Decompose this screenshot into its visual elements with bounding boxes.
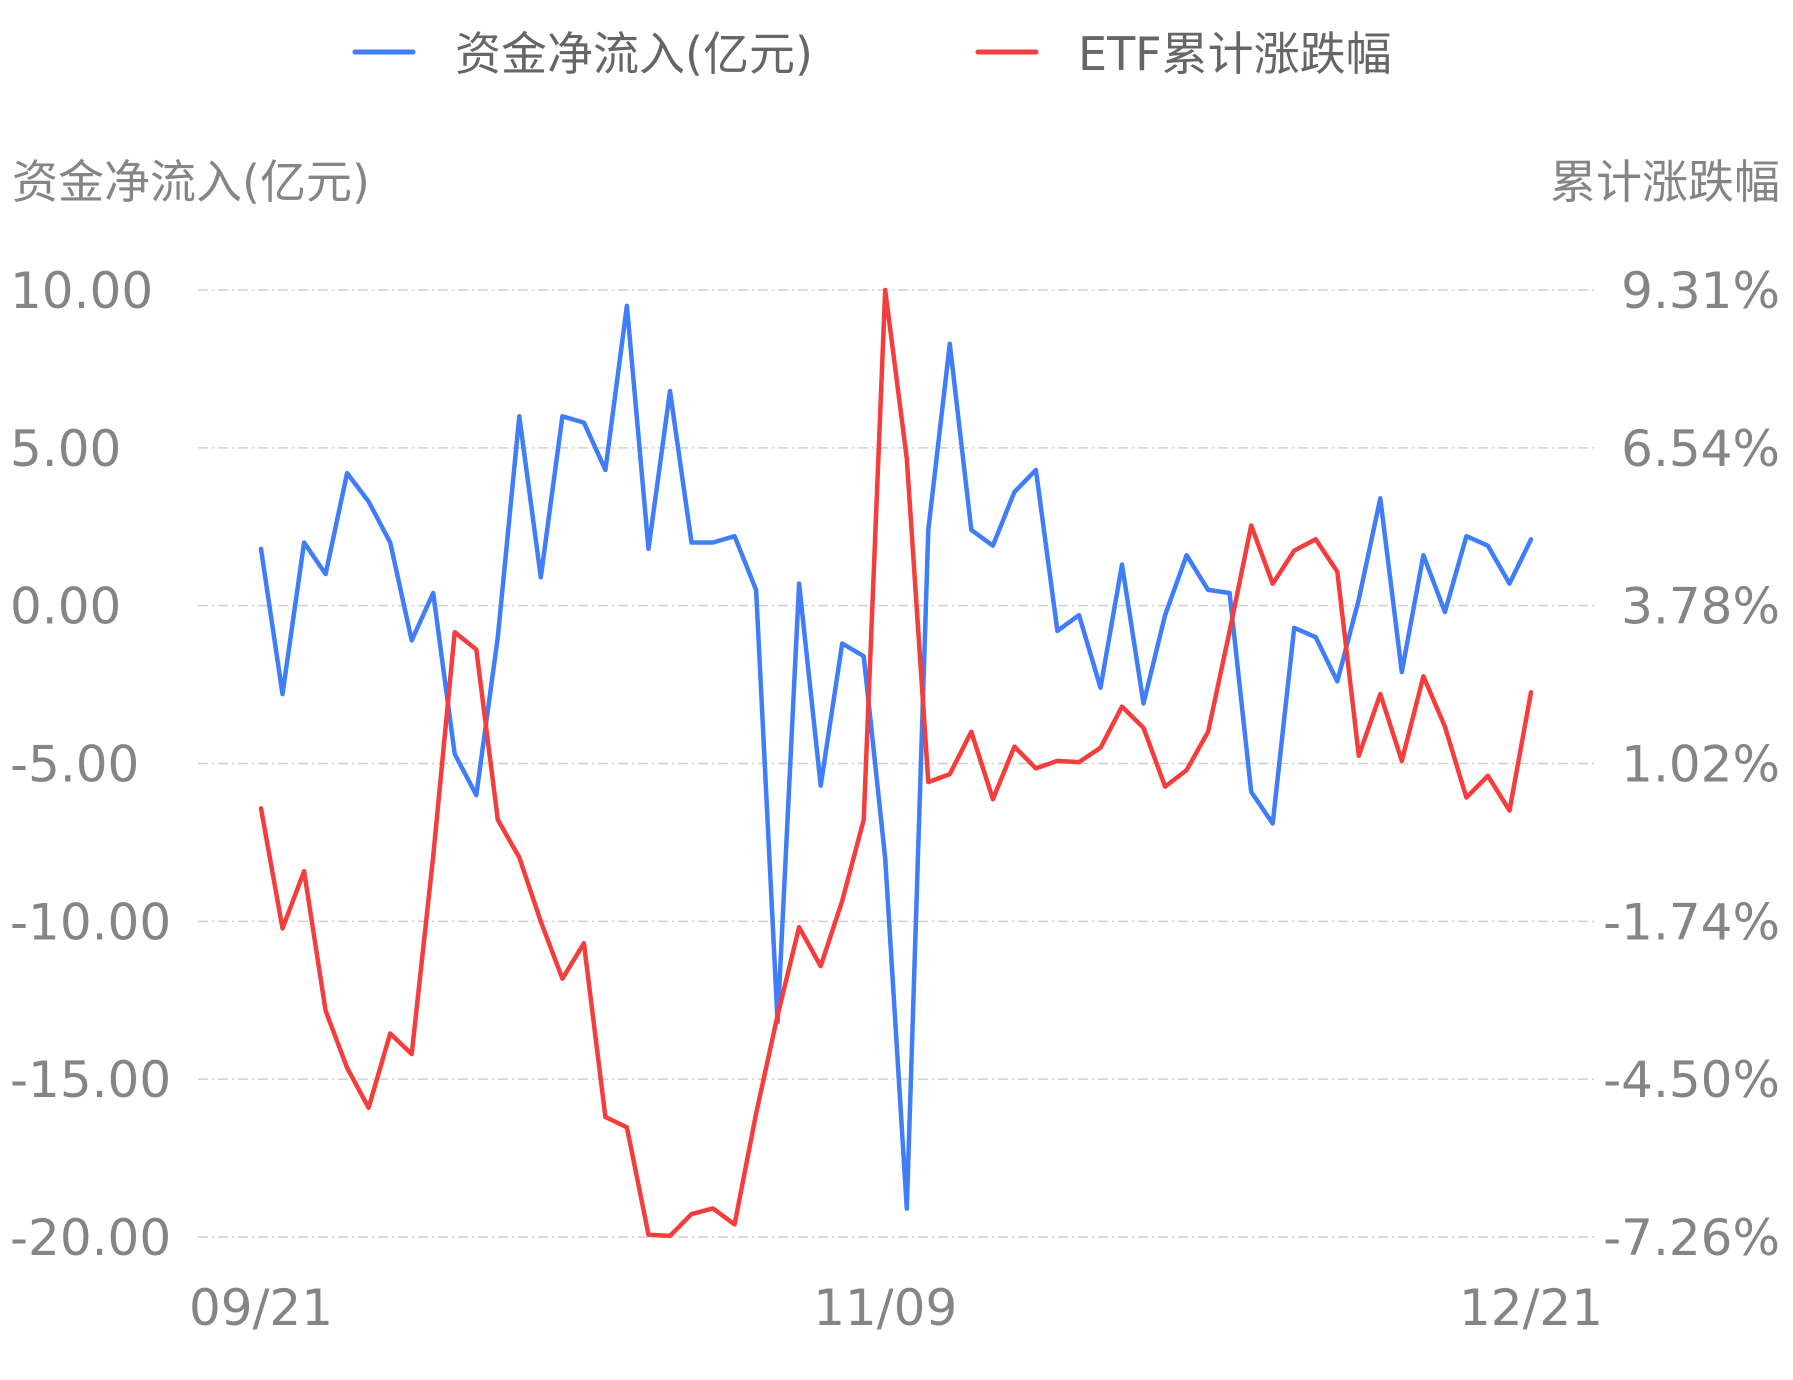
y-left-tick-label: -5.00 [10,736,139,794]
y-left-tick-labels: 10.00 5.00 0.00 -5.00 -10.00 -15.00 -20.00 [10,262,171,1267]
y-left-tick-label: 0.00 [10,578,121,636]
gridlines [198,289,1595,1238]
x-tick-label: 09/21 [189,1279,333,1337]
series-line-etf-change [258,287,1534,1239]
y-right-tick-label: 1.02% [1621,736,1780,794]
series-lines [258,287,1534,1239]
y-left-tick-label: -15.00 [10,1051,171,1109]
y-left-tick-label: 10.00 [10,262,153,320]
y-right-axis-title: 累计涨跌幅 [1550,155,1780,209]
legend-label-net-inflow: 资金净流入(亿元) [455,27,813,81]
y-left-tick-label: -10.00 [10,893,171,951]
x-tick-label: 11/09 [813,1279,957,1337]
legend: 资金净流入(亿元) ETF累计涨跌幅 [352,27,1392,81]
y-right-tick-label: -1.74% [1603,893,1780,951]
y-left-axis-title: 资金净流入(亿元) [12,155,370,209]
y-right-tick-label: -7.26% [1603,1209,1780,1267]
y-left-tick-label: -20.00 [10,1209,171,1267]
x-tick-label: 12/21 [1459,1279,1603,1337]
y-right-tick-labels: 9.31% 6.54% 3.78% 1.02% -1.74% -4.50% -7.26% [1603,262,1780,1267]
x-tick-labels: 09/21 11/09 12/21 [189,1279,1603,1337]
legend-label-etf-change: ETF累计涨跌幅 [1078,27,1392,81]
y-right-tick-label: 3.78% [1621,578,1780,636]
y-right-tick-label: 6.54% [1621,420,1780,478]
series-line-net-inflow [258,303,1534,1211]
y-right-tick-label: -4.50% [1603,1051,1780,1109]
y-right-tick-label: 9.31% [1621,262,1780,320]
y-left-tick-label: 5.00 [10,420,121,478]
